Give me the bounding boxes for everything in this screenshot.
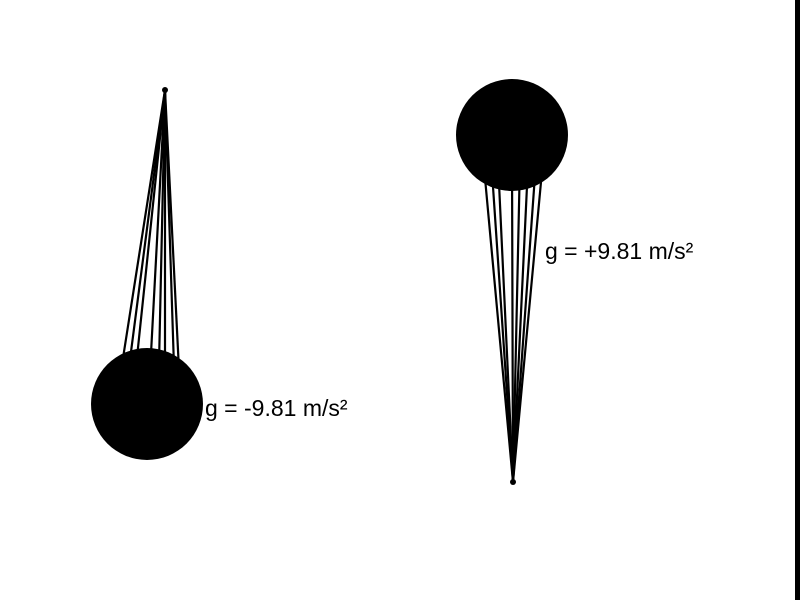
- pendulum-line: [492, 172, 513, 482]
- pendulum-positive-g: [456, 79, 568, 485]
- pendulum-positive-g-label: g = +9.81 m/s²: [545, 238, 693, 265]
- pendulum-negative-g: [91, 87, 203, 460]
- diagram-svg: [0, 0, 800, 600]
- pendulum-line: [512, 158, 513, 482]
- pendulum-bob: [91, 348, 203, 460]
- pendulum-negative-g-label: g = -9.81 m/s²: [205, 395, 348, 422]
- pendulum-line: [485, 178, 513, 482]
- right-border: [795, 0, 800, 600]
- pendulum-line: [513, 165, 528, 482]
- pendulum-bob: [456, 79, 568, 191]
- diagram-canvas: g = -9.81 m/s² g = +9.81 m/s²: [0, 0, 800, 600]
